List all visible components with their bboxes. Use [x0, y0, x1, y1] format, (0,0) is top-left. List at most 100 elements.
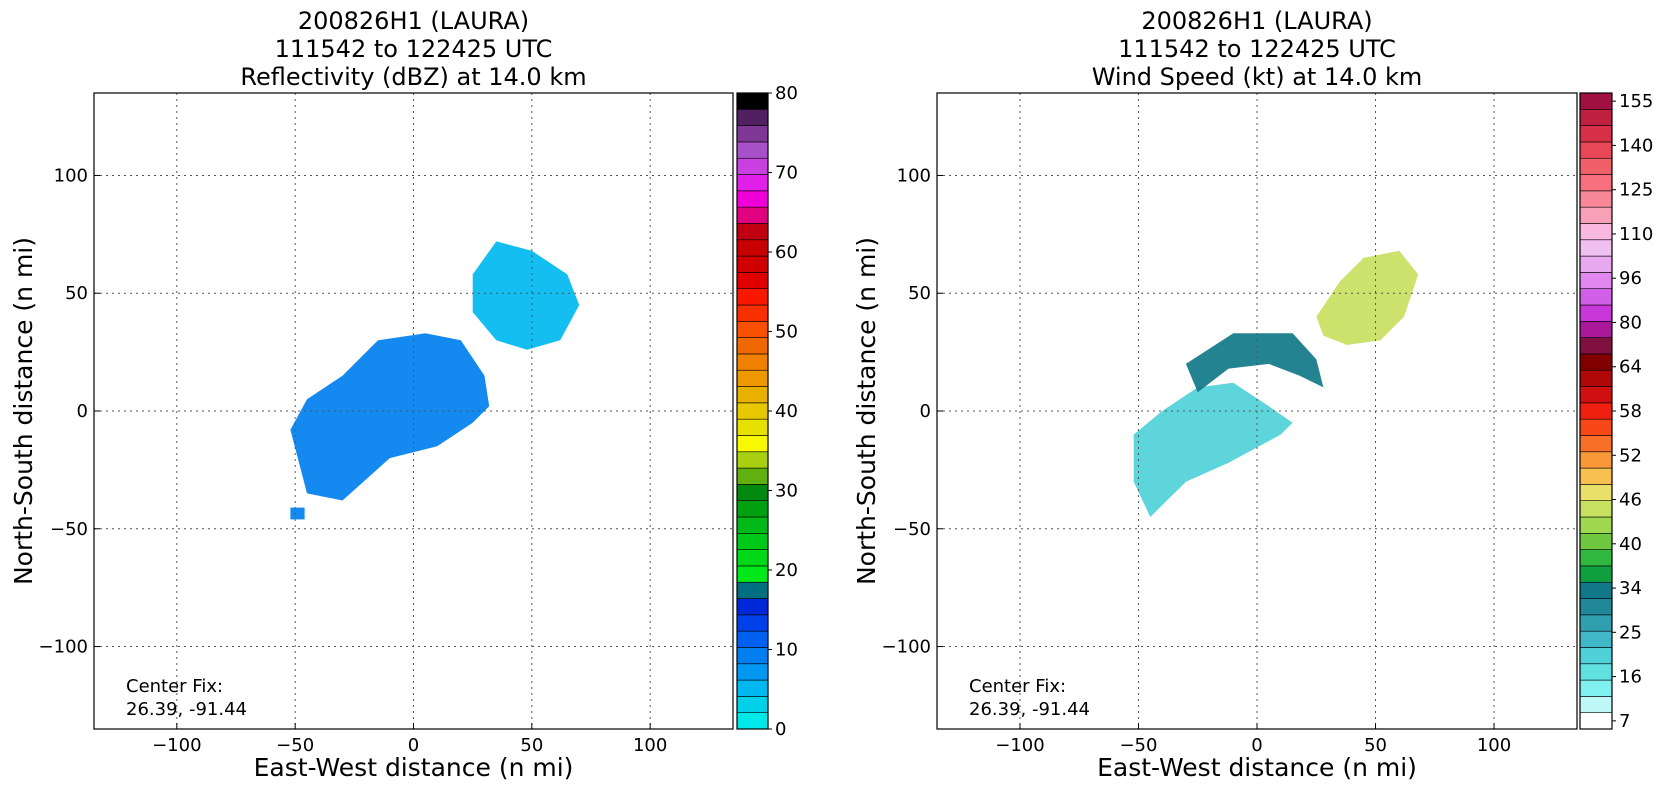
- colorbar-tick-label: 20: [775, 560, 798, 581]
- colorbar-tick-label: 64: [1619, 357, 1642, 378]
- colorbar-bin: [1579, 321, 1613, 338]
- colorbar-bin: [736, 467, 769, 485]
- colorbar-tick-label: 58: [1619, 401, 1642, 422]
- colorbar-tick-label: 16: [1619, 667, 1642, 688]
- data-region-2: [472, 241, 580, 350]
- colorbar-tick-label: 140: [1619, 135, 1653, 156]
- colorbar-bin: [1579, 239, 1613, 257]
- colorbar-bin: [1579, 418, 1613, 436]
- colorbar-bin: [1579, 109, 1613, 126]
- x-tick-label: 50: [520, 735, 543, 756]
- colorbar-bin: [1579, 630, 1613, 648]
- colorbar-bin: [1579, 353, 1613, 371]
- title-line2: 111542 to 122425 UTC: [275, 35, 553, 63]
- data-region-3: [290, 507, 305, 520]
- colorbar-tick-label: 34: [1619, 578, 1642, 599]
- colorbar-bin: [1579, 696, 1613, 713]
- colorbar-bin: [1579, 598, 1613, 616]
- colorbar-bin: [1579, 533, 1613, 550]
- colorbar-bin: [1579, 304, 1613, 322]
- y-tick-label: −100: [39, 637, 88, 658]
- y-tick-label: 50: [65, 283, 88, 304]
- colorbar-bin: [1579, 679, 1613, 697]
- y-tick-label: 100: [54, 165, 88, 186]
- colorbar-tick-label: 70: [775, 163, 798, 184]
- colorbar-bin: [736, 549, 769, 567]
- colorbar-bin: [736, 304, 769, 322]
- colorbar-bin: [1579, 223, 1613, 241]
- colorbar-bin: [1579, 451, 1613, 469]
- colorbar-bin: [736, 190, 769, 208]
- center-fix-value: 26.39, -91.44: [969, 699, 1090, 720]
- colorbar-bin: [1579, 549, 1613, 567]
- colorbar-bin: [736, 239, 769, 257]
- colorbar-bin: [1579, 174, 1613, 192]
- colorbar-bin: [736, 696, 769, 713]
- colorbar-bin: [1579, 581, 1613, 599]
- colorbar-bin: [1579, 712, 1613, 730]
- colorbar-bin: [1579, 402, 1613, 420]
- x-tick-label: 0: [1251, 735, 1262, 756]
- colorbar-bin: [736, 255, 769, 273]
- panel-1: 200826H1 (LAURA)111542 to 122425 UTCRefl…: [9, 7, 798, 782]
- colorbar-bin: [736, 353, 769, 371]
- colorbar-bin: [1579, 467, 1613, 485]
- colorbar-tick-label: 46: [1619, 490, 1642, 511]
- colorbar-bin: [736, 500, 769, 518]
- colorbar-bin: [736, 174, 769, 192]
- data-region-2: [1185, 333, 1324, 393]
- x-tick-label: −50: [1119, 735, 1157, 756]
- colorbar-bin: [1579, 663, 1613, 681]
- x-axis-label: East-West distance (n mi): [1097, 753, 1417, 782]
- colorbar-tick-label: 110: [1619, 224, 1653, 245]
- colorbar-bin: [1579, 288, 1613, 306]
- x-axis-label: East-West distance (n mi): [254, 753, 574, 782]
- colorbar-bin: [1579, 500, 1613, 518]
- colorbar-tick-label: 30: [775, 481, 798, 502]
- colorbar-bin: [736, 402, 769, 420]
- colorbar-bin: [736, 125, 769, 143]
- x-tick-label: 100: [1477, 735, 1511, 756]
- colorbar-bin: [736, 157, 769, 175]
- y-tick-label: 100: [897, 165, 931, 186]
- y-tick-label: −50: [893, 519, 931, 540]
- colorbar-bin: [1579, 272, 1613, 289]
- colorbar-bin: [1579, 386, 1613, 404]
- colorbar-bin: [1579, 206, 1613, 224]
- panel-2: 200826H1 (LAURA)111542 to 122425 UTCWind…: [852, 7, 1653, 782]
- colorbar-bin: [736, 418, 769, 436]
- x-tick-label: 50: [1364, 735, 1387, 756]
- data-region-3: [1316, 250, 1419, 345]
- title-line1: 200826H1 (LAURA): [1141, 7, 1372, 35]
- colorbar-bin: [1579, 614, 1613, 632]
- colorbar-tick-label: 125: [1619, 180, 1653, 201]
- colorbar-bin: [736, 223, 769, 241]
- colorbar-bin: [736, 272, 769, 289]
- colorbar-tick-label: 52: [1619, 445, 1642, 466]
- center-fix-label: Center Fix:: [969, 676, 1066, 697]
- colorbar-bin: [736, 516, 769, 534]
- y-axis-label: North-South distance (n mi): [852, 237, 881, 585]
- colorbar-tick-label: 80: [775, 83, 798, 104]
- x-tick-label: −100: [995, 735, 1044, 756]
- colorbar-bin: [1579, 157, 1613, 175]
- colorbar-bin: [1579, 647, 1613, 665]
- colorbar-bin: [736, 647, 769, 665]
- colorbar-bin: [736, 435, 769, 453]
- colorbar-bin: [1579, 516, 1613, 534]
- colorbar-bin: [1579, 255, 1613, 273]
- colorbar-bin: [736, 484, 769, 501]
- colorbar-bin: [1579, 92, 1613, 110]
- y-tick-label: −50: [50, 519, 88, 540]
- colorbar-bin: [736, 712, 769, 730]
- colorbar-bin: [736, 663, 769, 681]
- colorbar-bin: [736, 581, 769, 599]
- data-region-1: [290, 333, 490, 501]
- colorbar-bin: [1579, 337, 1613, 355]
- colorbar-bin: [1579, 125, 1613, 143]
- colorbar-bin: [736, 369, 769, 387]
- colorbar-bin: [1579, 565, 1613, 583]
- y-axis-label: North-South distance (n mi): [9, 237, 38, 585]
- colorbar-tick-label: 40: [1619, 534, 1642, 555]
- colorbar-bin: [736, 451, 769, 469]
